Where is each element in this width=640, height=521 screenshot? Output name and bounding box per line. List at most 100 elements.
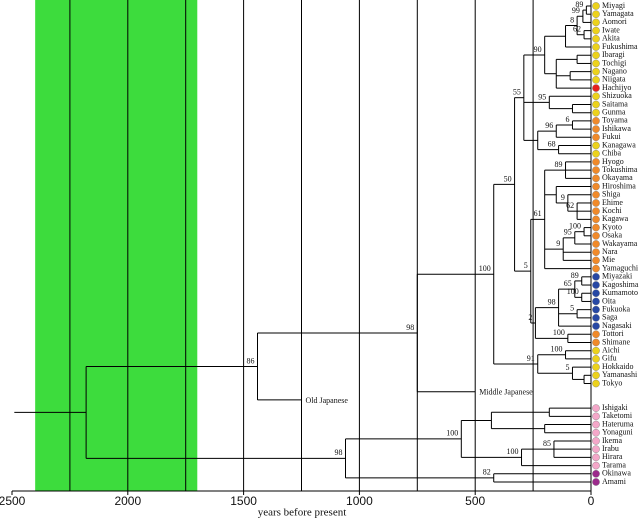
support-label: 95 [538, 92, 546, 101]
leaf-label: Hokkaido [602, 362, 634, 371]
leaf-label: Shizuoka [602, 91, 632, 100]
support-label: 100 [551, 345, 563, 354]
leaf-dot [592, 420, 600, 429]
leaf-dot [592, 199, 600, 207]
leaf-label: Oita [602, 296, 616, 305]
support-label: 89 [555, 160, 563, 169]
leaf-label: Yonaguni [602, 428, 634, 437]
support-label: 89 [571, 271, 579, 280]
leaf-label: Iwate [602, 25, 620, 34]
leaf-label: Ibaragi [602, 50, 625, 59]
x-tick-label: 1000 [346, 494, 373, 508]
leaf-dot [592, 469, 600, 478]
leaf-label: Aomori [602, 17, 628, 26]
support-label: 100 [507, 447, 519, 456]
leaf-label: Okayama [602, 173, 633, 182]
support-label: 5 [570, 304, 574, 313]
support-label: 99 [572, 6, 580, 15]
support-label: 90 [534, 45, 542, 54]
leaf-dot [592, 100, 600, 109]
leaf-dot [592, 240, 600, 248]
support-label: 89 [575, 0, 583, 9]
leaf-dot [592, 158, 600, 166]
support-label: 8 [570, 15, 574, 24]
leaf-dot [592, 355, 600, 363]
x-tick-label: 500 [465, 494, 485, 508]
leaf-dot [592, 133, 600, 142]
leaf-label: Yamaguchi [602, 263, 639, 272]
leaf-label: Wakayama [602, 239, 638, 248]
leaf-dot [592, 461, 600, 470]
leaf-dot [592, 363, 600, 371]
leaf-dot [592, 207, 600, 215]
leaf-label: Tochigi [602, 58, 627, 67]
leaf-dot [592, 223, 600, 232]
leaf-dot [592, 141, 600, 150]
leaf-dot [592, 478, 600, 486]
leaf-dot [592, 35, 600, 43]
leaf-dot [592, 305, 600, 314]
x-tick-label: 1500 [230, 494, 257, 508]
support-label: 85 [543, 439, 551, 448]
leaf-label: Ishigaki [602, 403, 629, 412]
support-label: 91 [527, 354, 535, 363]
leaf-label: Kagawa [602, 214, 629, 223]
leaf-dot [592, 453, 600, 462]
leaf-label: Nagasaki [602, 321, 633, 330]
leaf-dot [592, 18, 600, 27]
x-tick-label: 2500 [0, 494, 26, 508]
highlight-band [35, 0, 198, 491]
support-label: 65 [564, 279, 572, 288]
leaf-label: Kochi [602, 206, 622, 215]
support-label: 50 [504, 174, 512, 183]
leaf-dot [592, 67, 600, 76]
leaf-label: Saga [602, 313, 618, 322]
leaf-label: Hateruma [602, 419, 634, 428]
support-label: 5 [524, 261, 528, 270]
leaf-dot [592, 231, 600, 240]
leaf-label: Fukui [602, 132, 621, 141]
leaf-label: Mie [602, 255, 615, 264]
leaf-dot [592, 281, 600, 289]
leaf-label: Middle Japanese [479, 388, 533, 397]
support-label: 9 [556, 239, 560, 248]
support-label: 82 [483, 468, 491, 477]
leaf-label: Fukushima [602, 42, 638, 51]
leaf-label: Shimane [602, 337, 630, 346]
leaf-label: Ikema [602, 436, 622, 445]
leaf-label: Fukuoka [602, 304, 630, 313]
leaf-label: Tottori [602, 329, 624, 338]
leaf-dot [592, 182, 600, 191]
leaf-label: Yamanashi [602, 370, 638, 379]
leaf-dot [592, 125, 600, 133]
leaf-label: Niigata [602, 75, 626, 84]
leaf-label: Old Japanese [306, 396, 349, 405]
leaf-label: Osaka [602, 231, 622, 240]
leaf-dot [592, 264, 600, 273]
tree: MiyagiYamagata89Aomori99IwateAkita628Fuk… [14, 0, 639, 486]
leaf-label: Amami [602, 477, 627, 486]
leaf-dot [592, 166, 600, 174]
leaf-dot [592, 371, 600, 380]
leaf-label: Ishikawa [602, 124, 631, 133]
support-label: 98 [548, 297, 556, 306]
leaf-label: Irabu [602, 444, 619, 453]
leaf-dot [592, 149, 600, 158]
leaf-dot [592, 215, 600, 224]
support-label: 100 [553, 328, 565, 337]
leaf-dot [592, 338, 600, 347]
support-label: 55 [513, 88, 521, 97]
leaf-dot [592, 174, 600, 183]
leaf-dot [592, 92, 600, 101]
leaf-dot [592, 190, 600, 199]
leaf-label: Taketomi [602, 411, 633, 420]
leaf-label: Hyogo [602, 157, 624, 166]
support-label: 95 [564, 228, 572, 237]
leaf-label: Chiba [602, 149, 622, 158]
leaf-label: Kagoshima [602, 280, 639, 289]
leaf-label: Miyagi [602, 1, 626, 10]
leaf-dot [592, 445, 600, 453]
leaf-dot [592, 437, 600, 445]
leaf-label: Kyoto [602, 222, 622, 231]
